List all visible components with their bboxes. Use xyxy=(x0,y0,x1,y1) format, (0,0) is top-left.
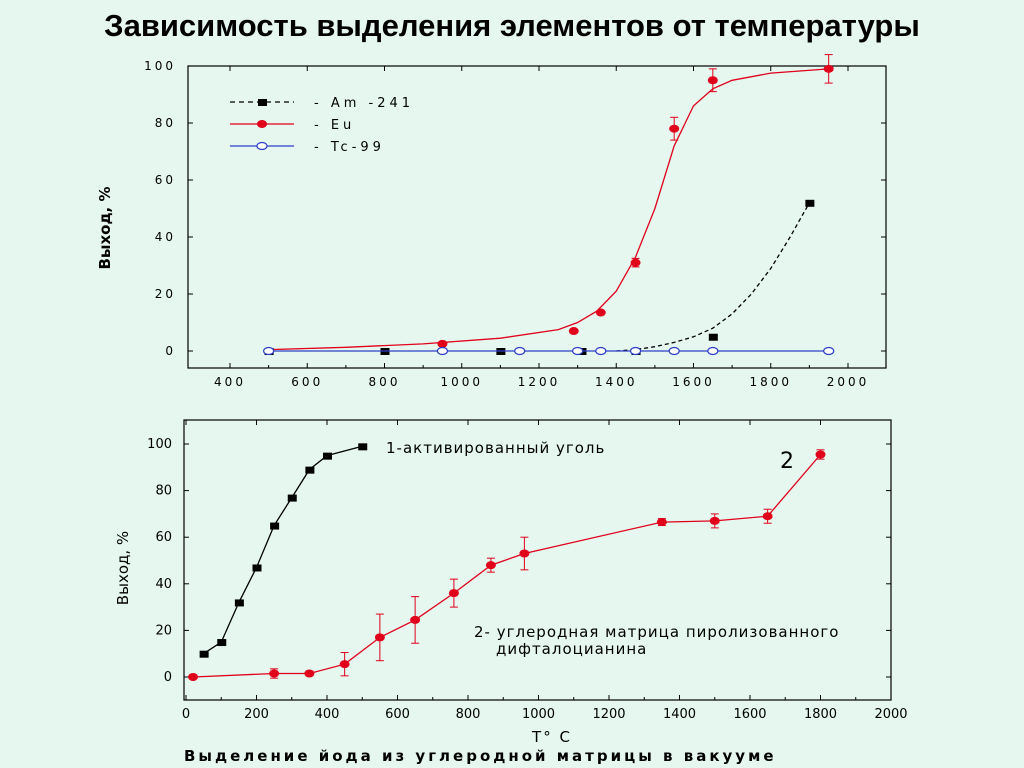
chart-2-frame xyxy=(183,419,892,701)
data-point xyxy=(339,660,350,669)
data-point xyxy=(287,494,297,502)
x-tick-label: 800 xyxy=(369,375,401,389)
legend-marker xyxy=(257,120,267,128)
data-point xyxy=(823,64,834,73)
y-tick-label: 100 xyxy=(144,59,176,73)
y-tick-label: 0 xyxy=(164,670,172,685)
y-tick-label: 40 xyxy=(155,230,176,244)
series-line-1 xyxy=(203,445,363,655)
x-tick-label: 400 xyxy=(315,707,340,722)
annotation-series-2-line2: дифталоцианина xyxy=(496,640,647,658)
data-point xyxy=(656,518,667,527)
data-point xyxy=(263,346,275,356)
y-tick-label: 100 xyxy=(147,437,172,452)
legend-marker xyxy=(256,141,268,151)
y-tick-label: 40 xyxy=(155,577,172,592)
data-point xyxy=(374,633,385,642)
data-point xyxy=(707,76,718,85)
data-point xyxy=(448,589,459,598)
x-tick-label: 1600 xyxy=(672,375,715,389)
annotation-series-2: 2- углеродная матрица пиролизованного xyxy=(474,623,839,641)
data-point xyxy=(410,615,421,624)
data-point xyxy=(709,516,720,525)
x-axis-label: T° C xyxy=(531,728,572,746)
data-point xyxy=(805,199,815,207)
x-tick-label: 0 xyxy=(182,707,190,722)
x-tick-label: 400 xyxy=(214,375,246,389)
y-tick-label: 60 xyxy=(155,530,172,545)
data-point xyxy=(514,346,526,356)
x-tick-label: 2000 xyxy=(874,707,907,722)
page-title: Зависимость выделения элементов от темпе… xyxy=(104,8,920,43)
x-tick-label: 800 xyxy=(456,707,481,722)
series-line-1 xyxy=(616,202,810,352)
data-point xyxy=(217,639,227,647)
data-point xyxy=(595,346,607,356)
data-point xyxy=(358,443,368,451)
legend-label: - Eu xyxy=(314,118,355,133)
y-tick-label: 60 xyxy=(155,173,176,187)
x-tick-label: 1200 xyxy=(518,375,561,389)
data-point xyxy=(595,308,606,317)
data-point xyxy=(568,327,579,336)
x-tick-label: 2000 xyxy=(827,375,870,389)
data-point xyxy=(436,346,449,356)
x-tick-label: 1000 xyxy=(440,375,483,389)
data-point xyxy=(323,452,332,460)
x-tick-label: 1200 xyxy=(592,707,625,722)
data-point xyxy=(519,549,530,558)
data-point xyxy=(572,346,584,356)
x-tick-label: 1800 xyxy=(804,707,837,722)
data-point xyxy=(630,258,641,267)
data-point xyxy=(669,124,680,133)
data-point xyxy=(234,599,244,607)
data-point xyxy=(708,333,718,341)
y-axis-label: Выход, % xyxy=(96,186,114,269)
data-point xyxy=(270,522,280,530)
x-tick-label: 600 xyxy=(291,375,323,389)
x-tick-label: 1400 xyxy=(663,707,696,722)
y-tick-label: 80 xyxy=(155,484,172,499)
chart-1-frame xyxy=(187,65,887,369)
data-point xyxy=(815,450,826,459)
y-tick-label: 0 xyxy=(165,344,176,358)
x-tick-label: 1000 xyxy=(522,707,555,722)
legend-label: - Am -241 xyxy=(314,96,414,111)
data-point xyxy=(269,669,280,678)
y-axis-label: Выход, % xyxy=(114,531,132,605)
data-point xyxy=(762,512,773,521)
data-point xyxy=(199,650,209,658)
data-point xyxy=(188,673,199,681)
y-tick-label: 80 xyxy=(155,116,176,130)
chart-caption: Выделение йода из углеродной матрицы в в… xyxy=(184,747,777,765)
legend-marker xyxy=(258,99,267,106)
data-point xyxy=(707,346,719,356)
data-point xyxy=(305,466,315,474)
data-point xyxy=(668,346,680,356)
x-tick-label: 1400 xyxy=(595,375,638,389)
x-tick-label: 1600 xyxy=(733,707,766,722)
annotation-number-2: 2 xyxy=(780,449,794,474)
data-point xyxy=(629,346,642,356)
x-tick-label: 600 xyxy=(385,707,410,722)
legend-label: - Tc-99 xyxy=(314,140,385,155)
x-tick-label: 1800 xyxy=(749,375,792,389)
y-tick-label: 20 xyxy=(155,287,176,301)
data-point xyxy=(437,339,448,348)
data-point xyxy=(252,564,262,572)
annotation-series-1: 1-активированный уголь xyxy=(386,439,605,457)
x-tick-label: 200 xyxy=(244,707,269,722)
data-point xyxy=(485,561,496,570)
data-point xyxy=(823,346,835,356)
data-point xyxy=(304,669,315,678)
y-tick-label: 20 xyxy=(155,623,172,638)
series-line-2 xyxy=(268,68,829,351)
chart-1-plot: 400 600 800 1000 1200 1400 1600 1800 20000204060… xyxy=(96,54,908,746)
